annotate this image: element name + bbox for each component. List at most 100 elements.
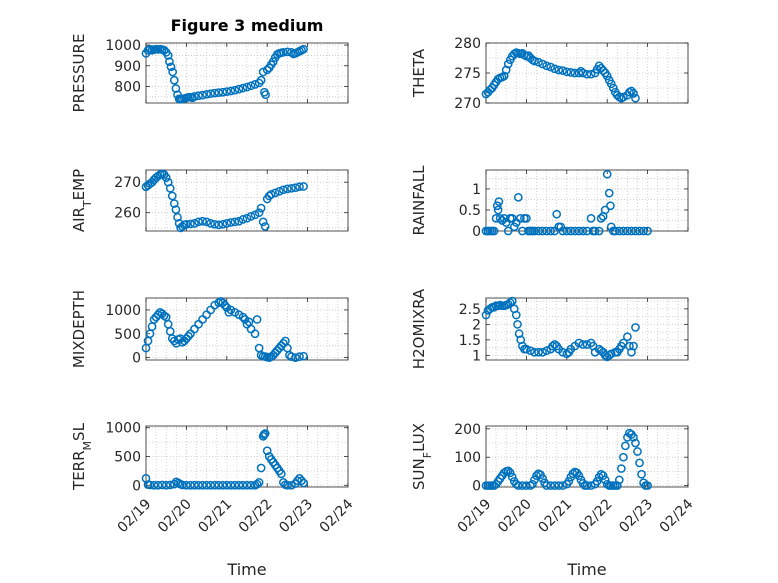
- data-point: [534, 226, 543, 236]
- data-point: [190, 92, 199, 101]
- data-point: [297, 476, 306, 486]
- y-tick-label: 1.5: [459, 333, 481, 349]
- y-axis-label: MIXDEPTH: [70, 290, 88, 368]
- data-point: [190, 219, 199, 228]
- data-point: [299, 182, 308, 191]
- data-point: [268, 57, 278, 66]
- series-markers: [141, 169, 308, 233]
- data-point: [562, 226, 572, 236]
- y-tick-label: 270: [114, 175, 141, 191]
- data-point: [226, 86, 236, 96]
- y-tick-label: 500: [114, 327, 141, 343]
- data-point: [276, 469, 286, 479]
- data-point: [623, 226, 632, 236]
- data-point: [161, 480, 171, 490]
- data-point: [256, 463, 266, 473]
- data-point: [295, 352, 304, 362]
- data-point: [283, 184, 292, 194]
- data-point: [608, 83, 618, 93]
- data-point: [621, 441, 630, 451]
- data-point: [259, 430, 269, 439]
- data-point: [206, 219, 215, 228]
- data-point: [600, 205, 610, 215]
- y-tick-label: 1: [472, 182, 481, 198]
- data-point: [635, 458, 644, 468]
- data-point: [538, 347, 547, 357]
- x-tick-label: 02/20: [495, 496, 535, 536]
- data-point: [552, 209, 562, 219]
- data-point: [220, 300, 230, 310]
- data-point: [163, 51, 173, 60]
- data-point: [586, 214, 596, 223]
- data-point: [222, 87, 232, 96]
- data-point: [542, 226, 551, 236]
- data-point: [582, 340, 592, 349]
- data-point: [505, 298, 515, 307]
- data-point: [299, 44, 308, 54]
- data-point: [149, 480, 159, 490]
- data-point: [182, 219, 191, 229]
- data-point: [230, 480, 240, 490]
- data-point: [214, 88, 224, 98]
- data-point: [210, 219, 220, 229]
- data-point: [234, 216, 244, 226]
- data-point: [558, 226, 568, 236]
- y-tick-label: 1: [472, 348, 481, 364]
- y-tick-label: 0: [472, 224, 481, 240]
- data-point: [629, 432, 638, 442]
- data-point: [147, 322, 157, 331]
- data-point: [631, 93, 640, 103]
- data-point: [224, 307, 234, 317]
- data-point: [578, 68, 588, 78]
- data-point: [574, 338, 584, 348]
- data-point: [503, 466, 513, 476]
- y-tick-label: 1000: [105, 303, 141, 319]
- data-point: [202, 310, 211, 320]
- data-point: [163, 319, 173, 329]
- y-tick-label: 900: [114, 59, 141, 75]
- data-point: [153, 480, 163, 490]
- data-point: [566, 226, 576, 236]
- data-point: [194, 319, 203, 329]
- data-point: [578, 226, 588, 236]
- x-tick-label: 02/24: [657, 496, 697, 536]
- data-point: [627, 226, 636, 236]
- data-point: [190, 480, 199, 490]
- data-point: [190, 324, 199, 334]
- data-point: [528, 479, 537, 489]
- data-point: [631, 226, 640, 236]
- data-point: [507, 472, 517, 482]
- y-tick-label: 1000: [105, 421, 141, 437]
- data-point: [635, 226, 644, 236]
- data-point: [489, 226, 499, 236]
- x-tick-label: 02/19: [115, 496, 155, 536]
- data-point: [522, 481, 531, 490]
- data-point: [238, 312, 248, 322]
- data-point: [515, 214, 525, 223]
- y-tick-label: 200: [454, 422, 481, 438]
- data-point: [266, 190, 276, 199]
- data-point: [143, 336, 153, 346]
- y-axis-label: THETA: [410, 48, 428, 98]
- data-point: [562, 67, 572, 77]
- data-point: [554, 65, 564, 75]
- data-point: [226, 218, 236, 227]
- data-point: [242, 82, 252, 92]
- y-tick-label: 500: [114, 450, 141, 466]
- data-point: [242, 213, 252, 223]
- y-axis-label: PRESSURE: [70, 34, 88, 113]
- data-point: [210, 88, 220, 98]
- data-point: [503, 226, 513, 236]
- data-point: [222, 480, 232, 490]
- data-point: [234, 84, 244, 94]
- data-point: [161, 173, 171, 182]
- data-point: [530, 226, 539, 236]
- subplot-sun_flux: 0 100 200 02/19 02/20 02/21 02/22 02/23 02/24 SUN…: [410, 422, 697, 579]
- y-tick-label: 1000: [105, 38, 141, 54]
- data-point: [291, 183, 300, 193]
- data-point: [254, 343, 264, 353]
- data-point: [182, 480, 191, 490]
- y-tick-label: 280: [454, 36, 481, 52]
- data-point: [511, 479, 521, 489]
- y-axis-label: H2OMIXRA: [410, 288, 428, 369]
